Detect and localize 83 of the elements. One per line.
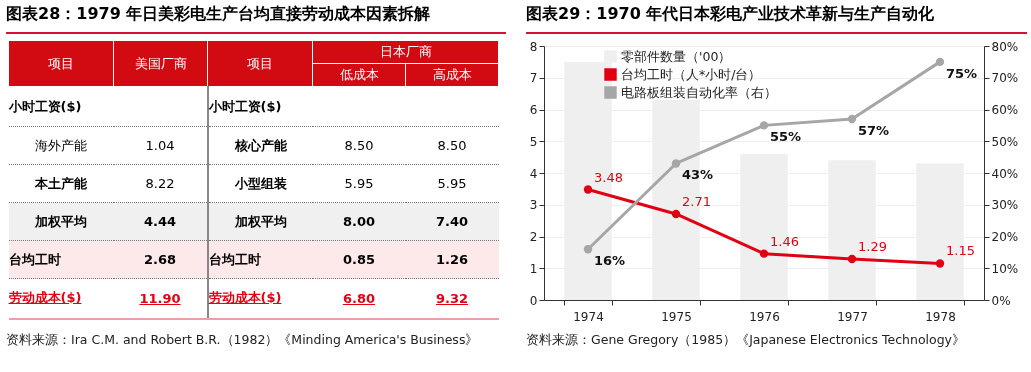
point	[847, 254, 857, 264]
text: 1.04	[145, 138, 175, 153]
data-label: 2.71	[682, 193, 711, 209]
category-label: 高成本	[405, 63, 499, 87]
text: 海外产能	[35, 137, 87, 153]
y2-tick-label: 20%	[991, 230, 1019, 244]
category-label: 低成本	[312, 63, 406, 87]
data-label: 55%	[770, 129, 802, 145]
data-label: 75%	[946, 65, 978, 81]
point	[935, 57, 945, 67]
y-tick-label: 6	[529, 103, 538, 117]
text: 本土产能	[35, 175, 87, 191]
y-tick-label: 1	[529, 261, 538, 276]
y2-tick-label: 40%	[991, 166, 1019, 181]
y2-tick-label: 80%	[991, 39, 1019, 54]
text: 台均工时	[208, 251, 261, 267]
text: 劳动成本($)	[8, 290, 82, 306]
y-tick-label: 7	[529, 71, 538, 86]
y2-tick-label: 10%	[991, 261, 1019, 276]
text: 5.95	[344, 176, 374, 191]
text: 核心产能	[234, 137, 287, 153]
text: 2.68	[143, 252, 177, 267]
chart-title: 图表29：1970 年代日本彩电产业技术革新与生产自动化	[526, 4, 935, 25]
x-tick-label: 1978	[925, 309, 956, 324]
point	[759, 249, 769, 258]
data-label: 1.29	[858, 239, 887, 255]
text: 1.26	[435, 252, 469, 267]
category-label: 项目	[207, 40, 313, 87]
point	[671, 159, 681, 168]
x-tick-label: 1976	[749, 309, 780, 324]
data-label: 3.48	[594, 169, 623, 185]
text: 资料来源：Ira C.M. and Robert B.R.（1982）《Minding America's Business》	[6, 331, 480, 349]
point	[847, 114, 857, 124]
text: 小时工资($)	[8, 98, 82, 114]
text: 8.00	[342, 214, 376, 229]
text: 4.44	[143, 214, 177, 229]
x-tick-label: 1975	[661, 309, 692, 324]
point	[759, 121, 769, 130]
text: 加权平均	[35, 213, 87, 229]
y2-tick-label: 50%	[991, 134, 1019, 149]
y-tick-label: 2	[529, 230, 538, 244]
text: 加权平均	[234, 213, 287, 229]
y2-tick-label: 0%	[991, 293, 1011, 308]
y-tick-label: 8	[529, 39, 538, 54]
text: 小型组装	[234, 175, 287, 191]
data-label: 57%	[858, 123, 890, 139]
legend-label: 零部件数量（'00）	[621, 48, 732, 64]
text: 9.32	[435, 290, 469, 306]
text: 0.85	[342, 252, 376, 267]
point	[583, 185, 593, 194]
x-tick-label: 1977	[837, 309, 868, 324]
text: 7.40	[435, 214, 469, 229]
legend-label: 电路板组装自动化率（右）	[621, 84, 777, 100]
text: 5.95	[437, 176, 467, 191]
text: 8.50	[344, 138, 374, 153]
data-label: 16%	[594, 253, 626, 269]
point	[935, 259, 945, 268]
y-tick-label: 5	[529, 134, 538, 149]
text: 日本厂商	[312, 40, 499, 64]
text: 小时工资($)	[208, 98, 282, 114]
data-label: 43%	[682, 167, 714, 183]
y-tick-label: 4	[529, 166, 538, 181]
text: 6.80	[342, 290, 376, 306]
legend-label: 台均工时（人*小时/台）	[621, 66, 762, 82]
data-label: 1.46	[770, 233, 799, 249]
text: 劳动成本($)	[208, 290, 282, 306]
category-label: 美国厂商	[113, 40, 208, 87]
y-tick-label: 3	[529, 198, 538, 213]
text: 8.50	[437, 138, 467, 153]
text: 图表28：1979 年日美彩电生产台均直接劳动成本因素拆解	[6, 4, 431, 25]
point	[671, 209, 681, 219]
y2-tick-label: 60%	[991, 103, 1019, 117]
y-tick-label: 0	[529, 293, 538, 308]
y2-tick-label: 30%	[991, 198, 1019, 213]
category-label: 项目	[8, 40, 114, 87]
text: 8.22	[145, 176, 175, 191]
point	[583, 245, 593, 254]
data-label: 1.15	[946, 243, 975, 259]
text: 资料来源：Gene Gregory（1985）《Japanese Electronics Technology》	[526, 331, 965, 349]
y2-tick-label: 70%	[991, 71, 1019, 86]
text: 11.90	[139, 290, 181, 306]
text: 台均工时	[8, 251, 61, 267]
x-tick-label: 1974	[573, 309, 604, 324]
